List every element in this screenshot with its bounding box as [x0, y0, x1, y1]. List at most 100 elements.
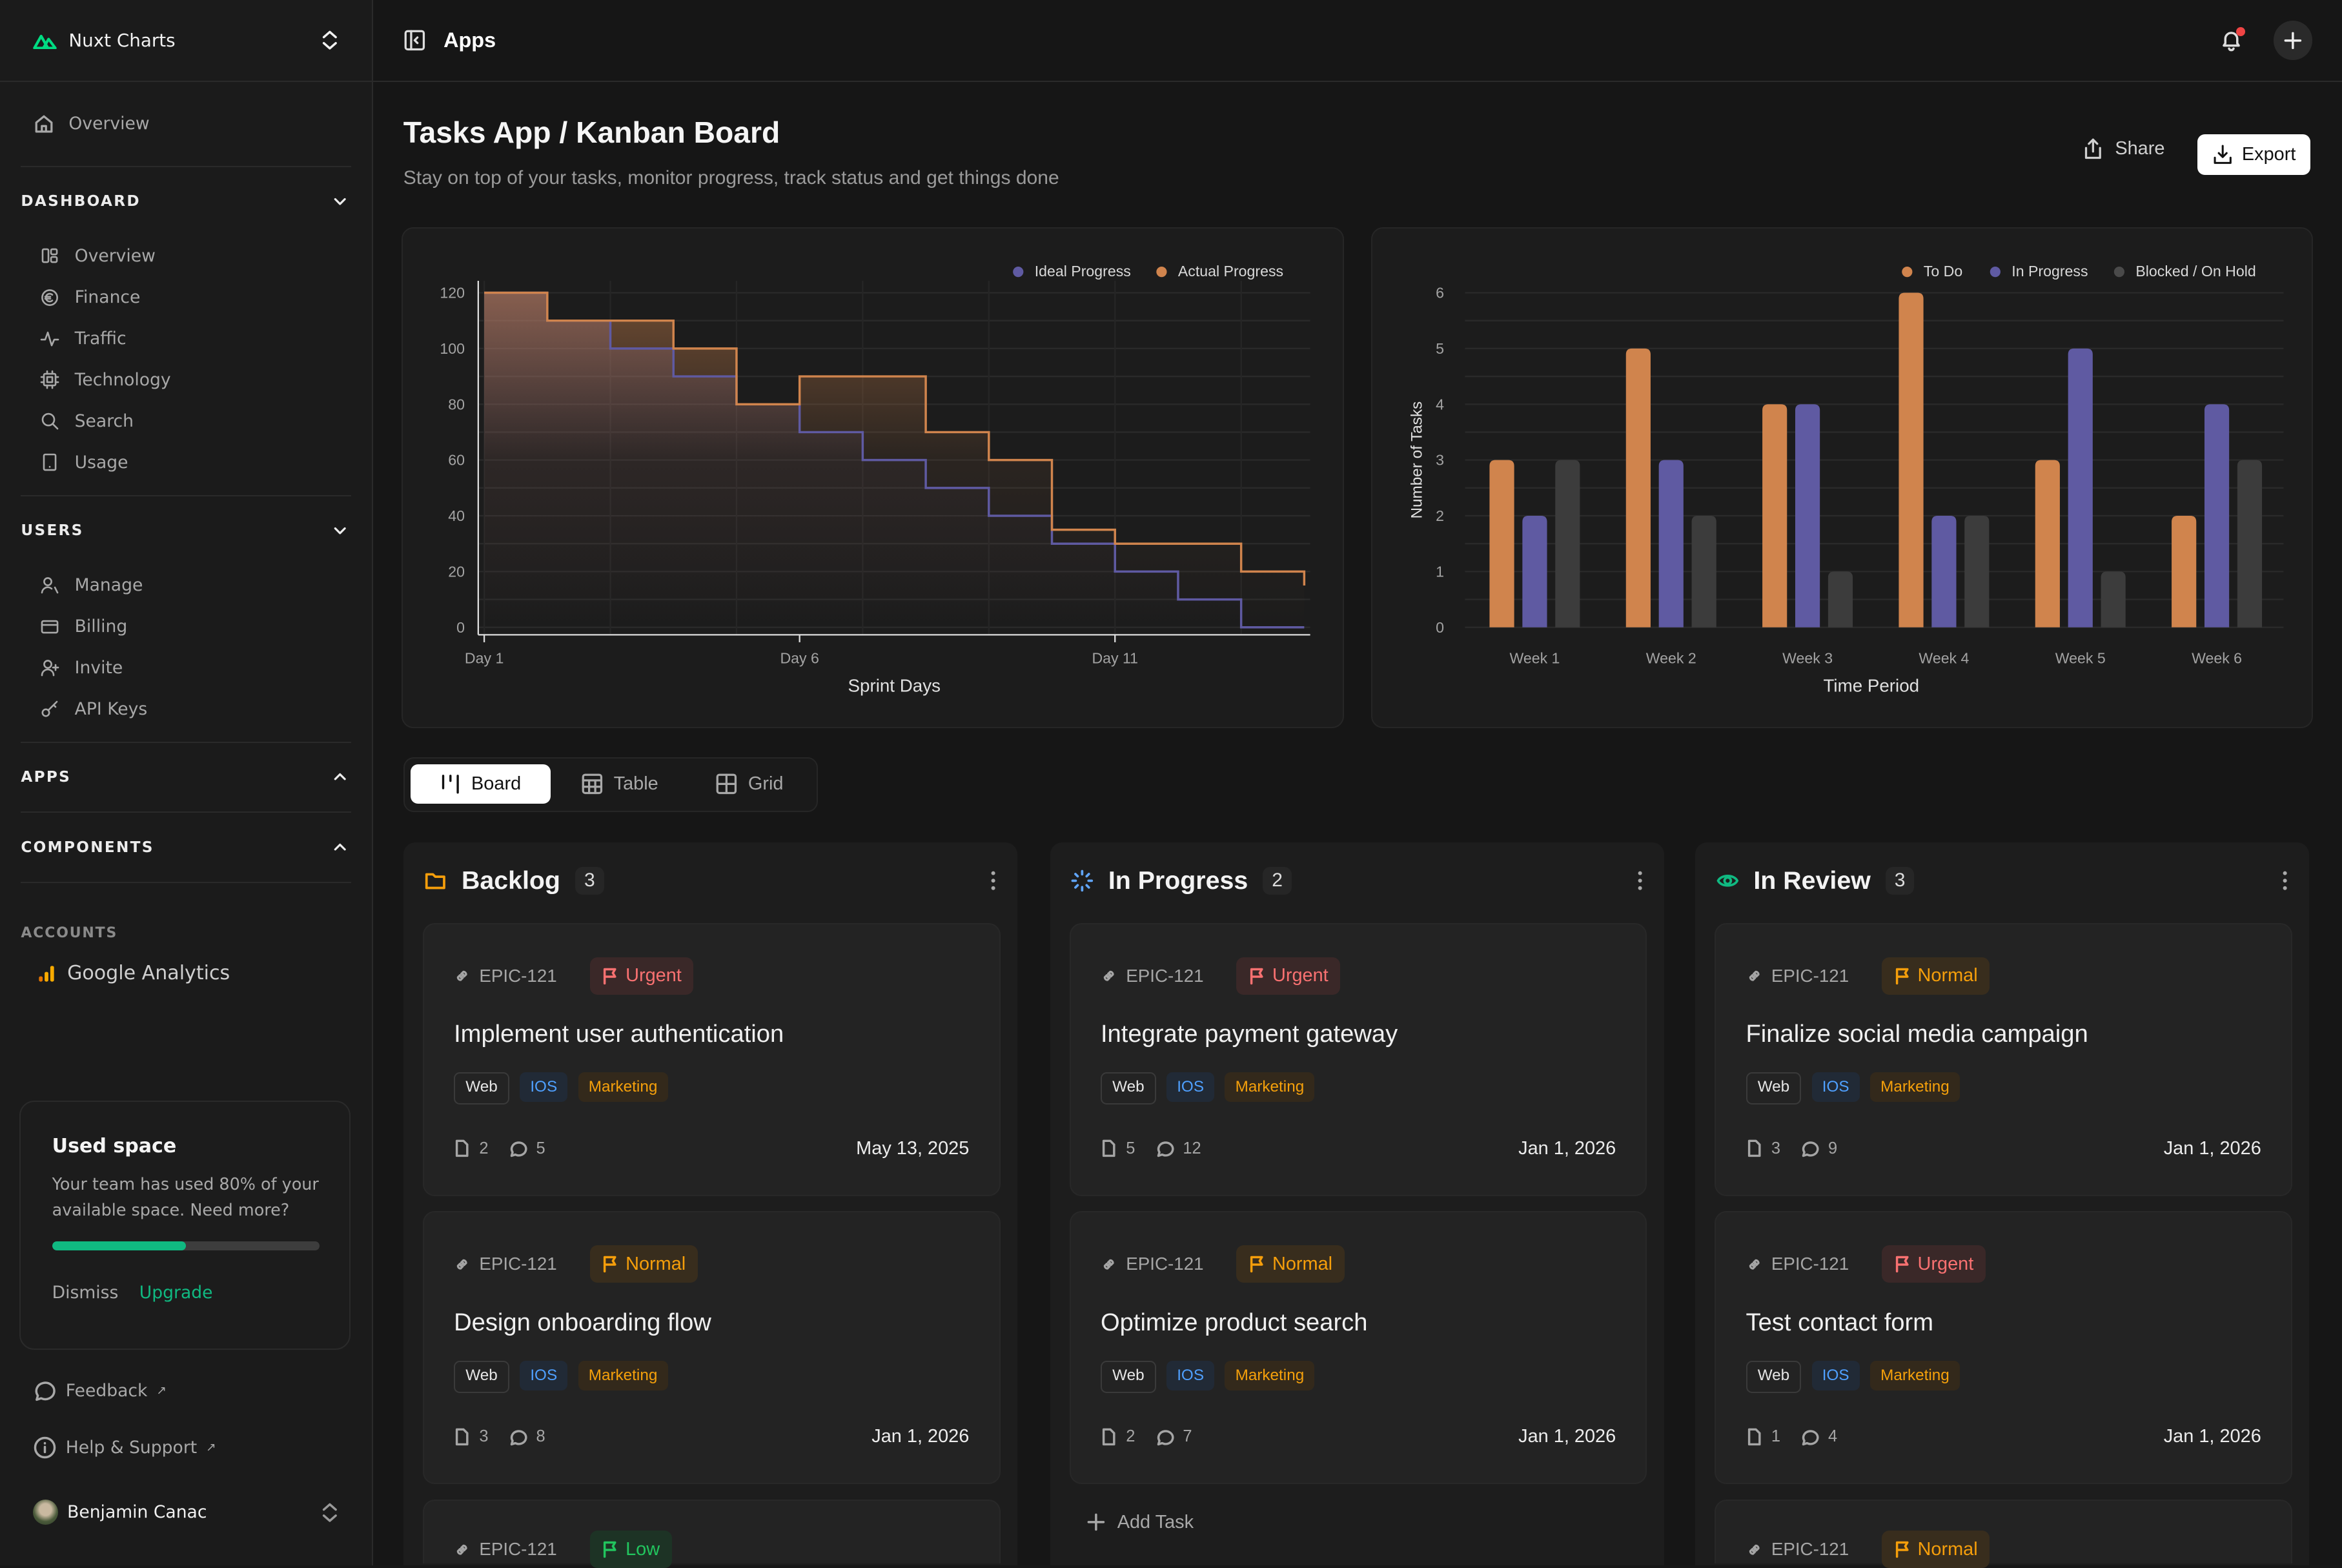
- comment-count: 12: [1183, 1139, 1201, 1158]
- attachment-count: 2: [1126, 1427, 1135, 1446]
- bar-to-do-week-5: [2035, 460, 2060, 627]
- y-tick-label: 40: [449, 507, 465, 524]
- priority-badge: Urgent: [1236, 957, 1340, 995]
- priority-badge: Urgent: [1882, 1245, 1986, 1283]
- tab-label: Table: [614, 773, 658, 795]
- legend-label: Ideal Progress: [1035, 263, 1131, 280]
- help-label: Help & Support: [66, 1438, 197, 1458]
- tablet-icon: [40, 453, 59, 472]
- task-tag: Web: [454, 1072, 509, 1105]
- upgrade-button[interactable]: Upgrade: [139, 1283, 213, 1303]
- sidebar-item-invite[interactable]: Invite: [0, 647, 372, 689]
- priority-badge: Normal: [1882, 1531, 1990, 1568]
- sidebar-item-traffic[interactable]: Traffic: [0, 318, 372, 360]
- used-space-progress: [52, 1241, 320, 1250]
- more-vertical-icon[interactable]: [1637, 870, 1643, 891]
- y-tick-label: 3: [1436, 451, 1444, 468]
- notifications-button[interactable]: [2219, 28, 2243, 52]
- legend-label: In Progress: [2011, 263, 2088, 280]
- legend-marker: [1990, 267, 2001, 277]
- y-tick-label: 120: [440, 284, 465, 301]
- tab-label: Grid: [748, 773, 784, 795]
- sidebar-item-api-keys[interactable]: API Keys: [0, 689, 372, 730]
- task-card[interactable]: EPIC-121 Low: [423, 1500, 1001, 1563]
- bar-to-do-week-3: [1762, 404, 1787, 627]
- sidebar-item-technology[interactable]: Technology: [0, 360, 372, 401]
- layout-dashboard-icon: [40, 247, 59, 266]
- link-icon: [454, 1542, 470, 1558]
- message-circle-icon: [509, 1139, 527, 1157]
- share-icon: [2082, 137, 2104, 160]
- task-tag: Web: [454, 1361, 509, 1393]
- sidebar-section-dashboard[interactable]: DASHBOARD: [0, 167, 372, 236]
- sidebar-item-finance[interactable]: Finance: [0, 277, 372, 318]
- priority-label: Normal: [1272, 1254, 1332, 1275]
- task-card[interactable]: EPIC-121 Normal: [1715, 1500, 2292, 1563]
- priority-badge: Low: [590, 1531, 672, 1568]
- sidebar-item-label: Overview: [68, 114, 149, 134]
- dismiss-button[interactable]: Dismiss: [52, 1283, 119, 1303]
- feedback-link[interactable]: Feedback↗: [33, 1379, 167, 1403]
- tab-grid[interactable]: Grid: [686, 764, 813, 803]
- task-title: Finalize social media campaign: [1746, 1020, 2088, 1048]
- comment-count: 5: [536, 1139, 545, 1158]
- sidebar-item-overview[interactable]: Overview: [0, 236, 372, 277]
- bar-blocked-on-hold-week-6: [2237, 460, 2262, 627]
- tab-board[interactable]: Board: [411, 764, 551, 803]
- team-switcher[interactable]: Nuxt Charts: [0, 0, 372, 82]
- sidebar-item-overview[interactable]: Overview: [0, 82, 372, 166]
- task-due-date: Jan 1, 2026: [871, 1426, 969, 1447]
- column-count-badge: 2: [1263, 867, 1291, 895]
- priority-label: Normal: [626, 1254, 686, 1275]
- sidebar-section-components[interactable]: COMPONENTS: [0, 813, 372, 881]
- export-button[interactable]: Export: [2197, 134, 2311, 174]
- used-space-text: Your team has used 80% of your available…: [52, 1172, 325, 1223]
- sidebar-item-billing[interactable]: Billing: [0, 606, 372, 647]
- task-card[interactable]: EPIC-121 Normal Finalize social media ca…: [1715, 923, 2292, 1196]
- panel-left-toggle-icon[interactable]: [403, 29, 426, 52]
- task-card[interactable]: EPIC-121 Normal Design onboarding flow W…: [423, 1211, 1001, 1484]
- topbar-title: Apps: [443, 28, 496, 52]
- task-card[interactable]: EPIC-121 Normal Optimize product search …: [1070, 1211, 1647, 1484]
- bar-to-do-week-1: [1490, 460, 1514, 627]
- y-tick-label: 80: [449, 396, 465, 412]
- export-label: Export: [2242, 144, 2296, 165]
- y-tick-label: 0: [1436, 619, 1444, 636]
- used-space-title: Used space: [52, 1135, 349, 1157]
- user-menu[interactable]: Benjamin Canac: [33, 1500, 339, 1525]
- sidebar-section-apps[interactable]: APPS: [0, 743, 372, 811]
- plus-icon: [1087, 1513, 1105, 1531]
- help-support-link[interactable]: Help & Support↗: [33, 1436, 216, 1460]
- chevrons-up-down-icon[interactable]: [321, 30, 339, 50]
- key-icon: [40, 699, 59, 718]
- priority-label: Urgent: [1918, 1254, 1974, 1275]
- task-card[interactable]: EPIC-121 Urgent Implement user authentic…: [423, 923, 1001, 1196]
- add-task-button[interactable]: Add Task: [1087, 1512, 1194, 1533]
- add-button[interactable]: [2274, 21, 2312, 59]
- flag-icon: [1248, 967, 1265, 985]
- sidebar-item-label: Usage: [75, 453, 128, 473]
- task-tag: IOS: [1166, 1072, 1214, 1102]
- tab-table[interactable]: Table: [551, 764, 688, 803]
- task-title: Test contact form: [1746, 1308, 1934, 1337]
- sidebar-item-usage[interactable]: Usage: [0, 442, 372, 483]
- sidebar-item-manage[interactable]: Manage: [0, 565, 372, 606]
- account-google-analytics[interactable]: Google Analytics: [0, 941, 372, 984]
- flag-icon: [1894, 1255, 1910, 1273]
- column-count-badge: 3: [1886, 867, 1914, 895]
- sidebar-item-label: Technology: [75, 370, 171, 390]
- sidebar-section-users[interactable]: USERS: [0, 496, 372, 565]
- sidebar: Nuxt Charts Overview DASHBOARD Overview …: [0, 0, 373, 1565]
- sidebar-item-search[interactable]: Search: [0, 400, 372, 442]
- more-vertical-icon[interactable]: [2282, 870, 2288, 891]
- legend-marker: [1902, 267, 1912, 277]
- more-vertical-icon[interactable]: [990, 870, 996, 891]
- task-card[interactable]: EPIC-121 Urgent Integrate payment gatewa…: [1070, 923, 1647, 1196]
- x-tick-label: Week 5: [2055, 649, 2106, 666]
- task-id: EPIC-121: [479, 966, 556, 986]
- task-tag: Marketing: [1870, 1361, 1960, 1390]
- share-button[interactable]: Share: [2082, 137, 2164, 160]
- view-tabs: Board Table Grid: [403, 757, 819, 812]
